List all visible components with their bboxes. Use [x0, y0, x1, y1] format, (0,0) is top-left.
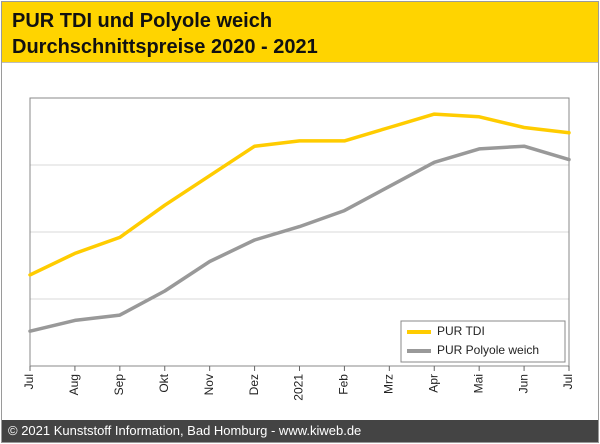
header-divider: [2, 62, 598, 63]
x-tick-label: 2021: [292, 374, 306, 401]
x-tick-label: Mai: [471, 374, 485, 393]
x-tick-label: Jun: [516, 374, 530, 393]
x-tick-label: Nov: [202, 374, 216, 395]
x-tick-label: Okt: [157, 373, 171, 392]
title-bar: PUR TDI und Polyole weich Durchschnittsp…: [2, 2, 598, 62]
legend-box: [400, 320, 566, 363]
chart-title: PUR TDI und Polyole weich: [12, 10, 273, 32]
x-tick-label: Dez: [247, 374, 261, 395]
x-tick-label: Aug: [67, 374, 81, 395]
x-tick-label: Jul: [561, 374, 575, 389]
legend-label: PUR Polyole weich: [437, 343, 539, 357]
series-line-pur-polyole-weich: [28, 144, 571, 333]
chart-subtitle: Durchschnittspreise 2020 - 2021: [12, 36, 318, 58]
x-tick-label: Apr: [426, 374, 440, 393]
chart-svg: Jul Aug Sep Okt Nov Dez 2021 Feb Mrz Apr Mai Jun Jul…: [22, 97, 575, 401]
series-line-pur-tdi: [28, 112, 571, 277]
x-tick-label: Sep: [112, 374, 126, 396]
line-chart: Jul Aug Sep Okt Nov Dez 2021 Feb Mrz Apr Mai Jun Jul…: [2, 63, 600, 423]
x-tick-label: Feb: [337, 374, 351, 395]
legend-label: PUR TDI: [437, 324, 485, 338]
x-tick-label: Mrz: [382, 374, 396, 394]
footer-bar: © 2021 Kunststoff Information, Bad Hombu…: [2, 420, 598, 442]
x-tick-label: Jul: [22, 374, 36, 389]
copyright-text: © 2021 Kunststoff Information, Bad Hombu…: [8, 423, 362, 438]
